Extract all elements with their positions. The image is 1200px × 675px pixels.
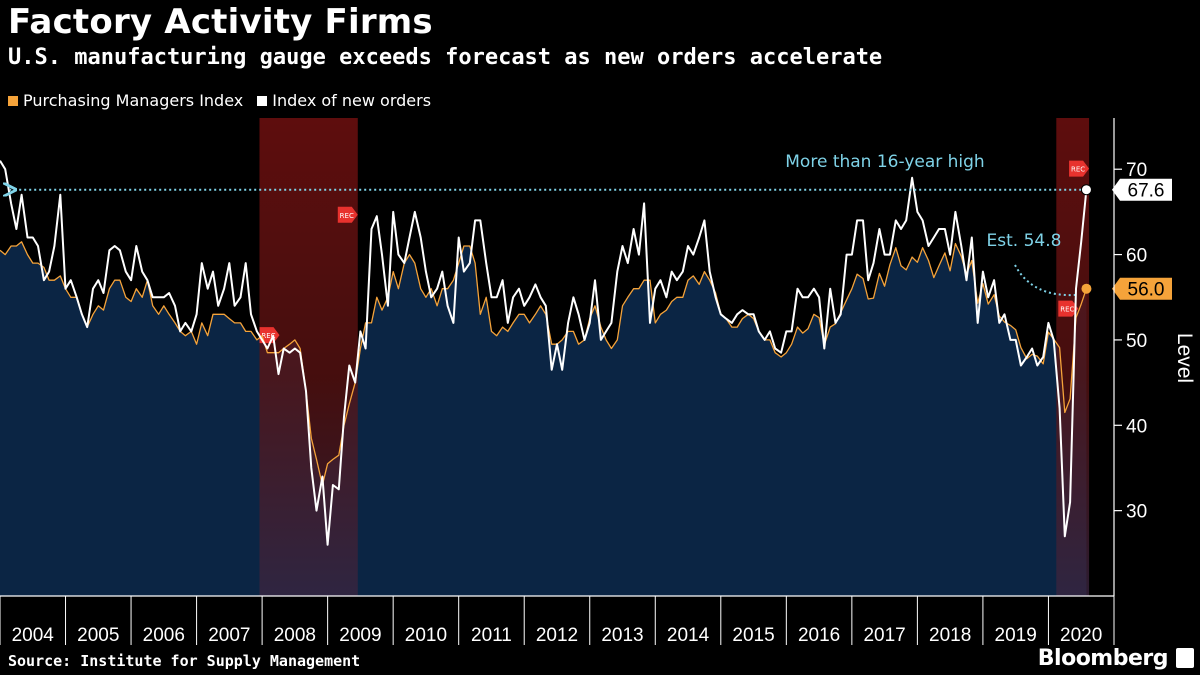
x-tick-label-2004: 2004: [12, 625, 55, 646]
end-label-pmi: 56.0: [1112, 277, 1172, 301]
x-tick-label-2018: 2018: [929, 625, 971, 646]
end-label-new-orders-tag: [1112, 178, 1172, 201]
y-tick-label-70: 70: [1126, 160, 1147, 181]
legend-item-pmi: Purchasing Managers Index: [8, 91, 243, 110]
rec-flag-4: REC: [1069, 160, 1090, 177]
pmi-line: [0, 241, 1088, 486]
legend-swatch-pmi: [8, 95, 18, 106]
x-tick-label-2020: 2020: [1060, 625, 1102, 646]
end-label-new-orders-text: 67.6: [1128, 181, 1165, 202]
rec-flag-3: REC: [1058, 300, 1079, 317]
new-orders-end-marker: [1080, 184, 1092, 196]
brand-logo: Bloomberg: [1037, 646, 1169, 671]
annotation-sixteen-year-high: More than 16-year high: [785, 152, 984, 172]
end-label-pmi-tag: [1112, 277, 1172, 300]
x-tick-label-2005: 2005: [77, 625, 119, 646]
y-axis-title: Level: [1173, 333, 1196, 383]
x-tick-label-2013: 2013: [601, 625, 643, 646]
annotation-estimate: Est. 54.8: [987, 231, 1062, 251]
y-tick-label-40: 40: [1126, 416, 1147, 437]
legend-item-new-orders: Index of new orders: [257, 91, 431, 110]
y-tick-label-50: 50: [1126, 331, 1147, 352]
source-note: Source: Institute for Supply Management: [8, 652, 361, 670]
x-tick-label-2019: 2019: [995, 625, 1037, 646]
pmi-area: [0, 241, 1087, 597]
end-label-new-orders: 67.6: [1112, 178, 1172, 202]
x-tick-label-2015: 2015: [732, 625, 774, 646]
rec-flag-shape: [337, 206, 358, 223]
x-tick-label-2016: 2016: [798, 625, 840, 646]
rec-flag-label: REC: [1060, 306, 1074, 314]
end-label-pmi-text: 56.0: [1128, 280, 1165, 301]
x-tick-label-2010: 2010: [405, 625, 447, 646]
rec-flag-shape: [1058, 300, 1079, 317]
legend-label-new-orders: Index of new orders: [272, 91, 432, 110]
x-tick-label-2011: 2011: [471, 625, 512, 646]
legend: Purchasing Managers Index Index of new o…: [8, 91, 431, 110]
chart-title: Factory Activity Firms: [8, 2, 433, 42]
x-tick-label-2017: 2017: [863, 625, 905, 646]
rec-flag-label: REC: [1071, 166, 1085, 174]
rec-flag-label: REC: [340, 212, 354, 220]
estimate-curve: [1014, 264, 1076, 297]
pmi-end-marker: [1081, 283, 1092, 294]
chart-subtitle: U.S. manufacturing gauge exceeds forecas…: [8, 45, 883, 70]
terminal-icon: [1176, 648, 1194, 668]
x-tick-label-2008: 2008: [274, 625, 316, 646]
x-tick-label-2014: 2014: [667, 625, 710, 646]
x-tick-label-2009: 2009: [339, 625, 381, 646]
x-tick-label-2012: 2012: [536, 625, 578, 646]
legend-label-pmi: Purchasing Managers Index: [23, 91, 244, 110]
new-orders-line: [0, 160, 1088, 546]
legend-swatch-new-orders: [257, 95, 268, 106]
rec-flag-shape: [1069, 160, 1090, 177]
x-tick-label-2007: 2007: [208, 625, 250, 646]
y-tick-label-30: 30: [1126, 502, 1147, 523]
x-tick-label-2006: 2006: [143, 625, 185, 646]
y-tick-label-60: 60: [1126, 246, 1147, 267]
rec-flag-2: REC: [337, 206, 358, 223]
rec-flag-label: REC: [261, 332, 275, 340]
